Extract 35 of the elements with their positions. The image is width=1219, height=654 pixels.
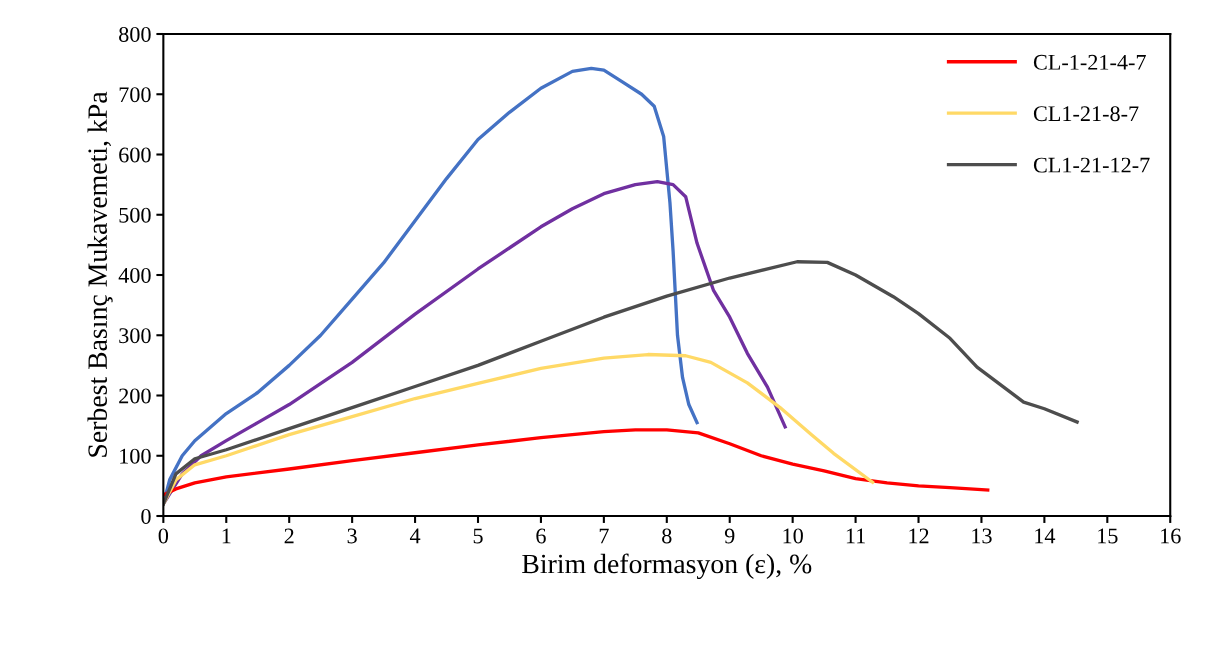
x-tick-label: 9 bbox=[724, 528, 735, 544]
y-tick-label: 300 bbox=[119, 328, 151, 344]
legend-label: CL1-21-12-7 bbox=[1033, 157, 1150, 173]
y-tick-label: 700 bbox=[119, 87, 151, 103]
x-tick-label: 16 bbox=[1161, 528, 1181, 544]
x-tick-label: 3 bbox=[347, 528, 357, 544]
line-series bbox=[163, 179, 787, 506]
x-tick-label: 1 bbox=[222, 528, 231, 544]
y-tick-label: 800 bbox=[119, 26, 151, 42]
y-tick-label: 500 bbox=[119, 207, 151, 223]
x-tick-label: 14 bbox=[1035, 528, 1056, 544]
x-tick-label: 10 bbox=[783, 528, 803, 544]
y-axis-title: Serbest Basınç Mukavemeti, kPa bbox=[87, 91, 113, 457]
y-tick-label: 100 bbox=[120, 448, 151, 464]
x-tick-label: 5 bbox=[473, 528, 483, 544]
y-tick-label: 200 bbox=[119, 388, 151, 404]
line-series bbox=[163, 66, 699, 506]
x-tick-label: 13 bbox=[972, 528, 992, 544]
y-tick-label: 600 bbox=[119, 147, 151, 163]
x-axis-title: Birim deformasyon (ε), % bbox=[522, 553, 812, 580]
y-tick-label: 400 bbox=[118, 267, 151, 283]
x-tick-label: 4 bbox=[409, 528, 421, 544]
legend-label: CL-1-21-4-7 bbox=[1033, 54, 1146, 70]
x-tick-label: 8 bbox=[662, 528, 672, 544]
line-series bbox=[163, 428, 990, 497]
x-tick-label: 0 bbox=[158, 528, 169, 544]
x-tick-label: 6 bbox=[536, 528, 546, 544]
x-tick-label: 15 bbox=[1098, 528, 1118, 544]
x-tick-label: 2 bbox=[284, 528, 294, 544]
y-tick-label: 0 bbox=[141, 508, 151, 524]
legend-label: CL1-21-8-7 bbox=[1033, 106, 1139, 122]
x-tick-label: 11 bbox=[846, 528, 865, 544]
x-tick-label: 7 bbox=[599, 528, 609, 544]
x-tick-label: 12 bbox=[909, 528, 929, 544]
line-series bbox=[163, 260, 1079, 506]
